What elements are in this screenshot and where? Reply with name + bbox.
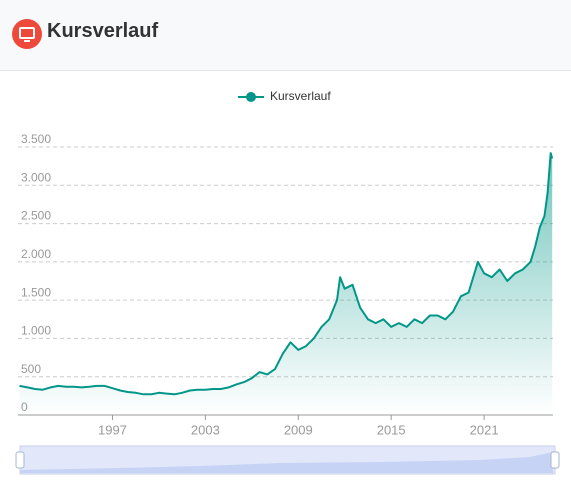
legend-item[interactable]: Kursverlauf: [238, 89, 331, 103]
chart: 05001.0001.5002.0002.5003.0003.500199720…: [15, 89, 560, 475]
y-tick-label: 3.000: [21, 170, 51, 184]
slider-handle[interactable]: [15, 451, 25, 469]
x-tick-label: 2003: [191, 422, 220, 437]
x-tick-label: 2015: [377, 422, 406, 437]
area: [19, 153, 553, 415]
x-tick-label: 2009: [284, 422, 313, 437]
y-tick-label: 500: [21, 362, 41, 376]
y-tick-label: 2.000: [21, 247, 51, 261]
legend-label: Kursverlauf: [270, 89, 331, 103]
icon-graphic: [19, 27, 35, 42]
x-tick-label: 1997: [98, 422, 127, 437]
x-tick-label: 2021: [470, 422, 499, 437]
line: [19, 152, 554, 396]
legend-marker: [246, 92, 256, 102]
y-tick-label: 1.500: [21, 285, 51, 299]
y-tick-label: 2.500: [21, 209, 51, 223]
zoom-slider[interactable]: [15, 445, 560, 475]
header-title: Kursverlauf: [47, 20, 159, 42]
header: Kursverlauf: [0, 0, 571, 71]
slider-preview: [20, 452, 553, 473]
slider-handle[interactable]: [550, 451, 560, 469]
y-tick-label: 1.000: [21, 324, 51, 338]
y-tick-label: 3.500: [21, 132, 51, 146]
header-icon: [12, 19, 42, 49]
